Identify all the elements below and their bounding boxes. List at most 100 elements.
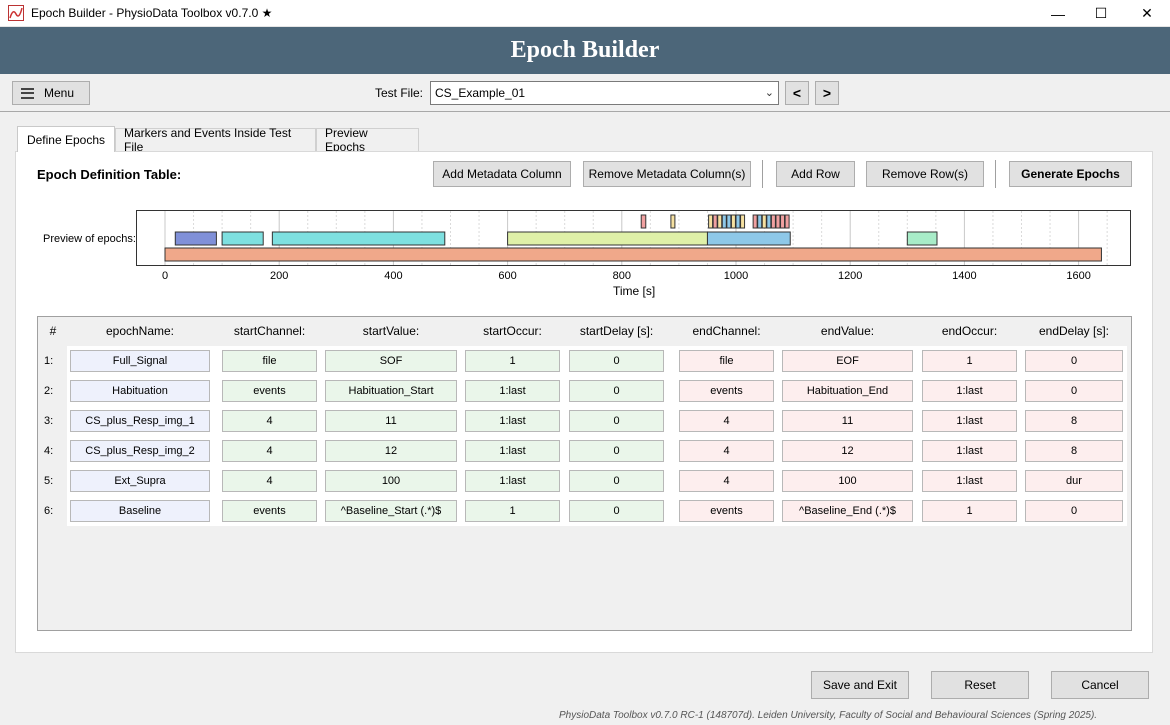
end-delay-cell[interactable]: 8 (1025, 410, 1123, 432)
test-file-value: CS_Example_01 (435, 86, 526, 100)
row-number: 3: (44, 415, 54, 427)
start-occur-cell[interactable]: 1:last (465, 440, 560, 462)
start-delay-cell[interactable]: 0 (569, 440, 664, 462)
start-channel-cell[interactable]: file (222, 350, 317, 372)
end-delay-cell[interactable]: 0 (1025, 500, 1123, 522)
start-channel-cell[interactable]: 4 (222, 410, 317, 432)
row-number: 2: (44, 385, 54, 397)
end-delay-header: endDelay [s]: (1038, 324, 1110, 338)
end-occur-cell[interactable]: 1 (922, 500, 1017, 522)
epoch-bar-cs-plus-resp-img-2 (670, 214, 676, 229)
end-value-cell[interactable]: 12 (782, 440, 913, 462)
end-channel-cell[interactable]: file (679, 350, 774, 372)
tab-markers-and-events[interactable]: Markers and Events Inside Test File (115, 126, 316, 154)
x-axis-title: Time [s] (613, 284, 656, 298)
previous-file-button[interactable]: < (785, 81, 809, 105)
row-number: 5: (44, 475, 54, 487)
start-occur-cell[interactable]: 1:last (465, 410, 560, 432)
epoch-name-cell[interactable]: Ext_Supra (70, 470, 210, 492)
row-number-header: # (49, 324, 57, 338)
end-channel-cell[interactable]: 4 (679, 470, 774, 492)
end-value-cell[interactable]: ^Baseline_End (.*)$ (782, 500, 913, 522)
start-channel-cell[interactable]: 4 (222, 470, 317, 492)
add-metadata-column-button[interactable]: Add Metadata Column (433, 161, 571, 187)
epoch-bar-cs-plus-resp-img-2 (717, 214, 723, 229)
start-value-cell[interactable]: 12 (325, 440, 457, 462)
epoch-name-cell[interactable]: CS_plus_Resp_img_2 (70, 440, 210, 462)
end-delay-cell[interactable]: 8 (1025, 440, 1123, 462)
epoch-bar-habituation (507, 231, 708, 246)
start-delay-cell[interactable]: 0 (569, 350, 664, 372)
end-occur-cell[interactable]: 1:last (922, 380, 1017, 402)
start-value-cell[interactable]: 11 (325, 410, 457, 432)
remove-row-button[interactable]: Remove Row(s) (866, 161, 984, 187)
close-window-button[interactable]: ✕ (1141, 5, 1153, 21)
page-title: Epoch Builder (510, 37, 660, 63)
start-value-cell[interactable]: ^Baseline_Start (.*)$ (325, 500, 457, 522)
next-file-button[interactable]: > (815, 81, 839, 105)
start-channel-cell[interactable]: 4 (222, 440, 317, 462)
start-occur-cell[interactable]: 1:last (465, 380, 560, 402)
end-channel-cell[interactable]: 4 (679, 410, 774, 432)
end-value-cell[interactable]: EOF (782, 350, 913, 372)
test-file-label: Test File: (375, 86, 424, 100)
end-value-cell[interactable]: 11 (782, 410, 913, 432)
epoch-name-cell[interactable]: Baseline (70, 500, 210, 522)
start-delay-cell[interactable]: 0 (569, 470, 664, 492)
end-occur-header: endOccur: (941, 324, 998, 338)
end-occur-cell[interactable]: 1:last (922, 470, 1017, 492)
start-occur-cell[interactable]: 1:last (465, 470, 560, 492)
epoch-bar-baseline (221, 231, 264, 246)
epoch-definition-table-title: Epoch Definition Table: (37, 167, 182, 182)
end-channel-cell[interactable]: events (679, 500, 774, 522)
minimize-button[interactable]: — (1051, 5, 1065, 22)
row-number: 1: (44, 355, 54, 367)
x-tick-label: 1400 (952, 270, 977, 282)
x-tick-label: 0 (161, 270, 169, 282)
start-delay-cell[interactable]: 0 (569, 380, 664, 402)
reset-button[interactable]: Reset (931, 671, 1029, 699)
epoch-bar-full-signal (164, 247, 1102, 262)
menu-button[interactable]: Menu (12, 81, 90, 105)
end-occur-cell[interactable]: 1 (922, 350, 1017, 372)
end-occur-cell[interactable]: 1:last (922, 410, 1017, 432)
end-channel-cell[interactable]: events (679, 380, 774, 402)
end-delay-cell[interactable]: 0 (1025, 350, 1123, 372)
epoch-bar-cs-plus-resp-img-1 (770, 214, 776, 229)
start-value-cell[interactable]: Habituation_Start (325, 380, 457, 402)
generate-epochs-button[interactable]: Generate Epochs (1009, 161, 1132, 187)
tab-define-epochs[interactable]: Define Epochs (17, 126, 115, 152)
save-and-exit-button[interactable]: Save and Exit (811, 671, 909, 699)
epoch-name-cell[interactable]: Full_Signal (70, 350, 210, 372)
end-channel-cell[interactable]: 4 (679, 440, 774, 462)
start-channel-cell[interactable]: events (222, 380, 317, 402)
end-value-header: endValue: (820, 324, 875, 338)
hamburger-icon (21, 87, 34, 99)
start-channel-cell[interactable]: events (222, 500, 317, 522)
remove-metadata-column-button[interactable]: Remove Metadata Column(s) (583, 161, 751, 187)
epoch-name-cell[interactable]: Habituation (70, 380, 210, 402)
cancel-button[interactable]: Cancel (1051, 671, 1149, 699)
end-occur-cell[interactable]: 1:last (922, 440, 1017, 462)
x-tick-label: 1200 (837, 270, 863, 282)
start-value-cell[interactable]: SOF (325, 350, 457, 372)
x-tick-label: 400 (384, 270, 403, 282)
maximize-button[interactable]: ☐ (1094, 5, 1108, 21)
start-delay-cell[interactable]: 0 (569, 410, 664, 432)
epoch-name-cell[interactable]: CS_plus_Resp_img_1 (70, 410, 210, 432)
start-value-cell[interactable]: 100 (325, 470, 457, 492)
end-value-cell[interactable]: Habituation_End (782, 380, 913, 402)
start-delay-cell[interactable]: 0 (569, 500, 664, 522)
end-delay-cell[interactable]: dur (1025, 470, 1123, 492)
epoch-bar-ext-supra (757, 214, 763, 229)
end-value-cell[interactable]: 100 (782, 470, 913, 492)
epoch-bar-ext-supra (735, 214, 741, 229)
start-occur-cell[interactable]: 1 (465, 500, 560, 522)
row-number: 6: (44, 505, 54, 517)
epoch-bar-cs-plus-resp-img-2 (708, 214, 714, 229)
end-delay-cell[interactable]: 0 (1025, 380, 1123, 402)
test-file-dropdown[interactable]: CS_Example_01 ⌄ (430, 81, 779, 105)
add-row-button[interactable]: Add Row (776, 161, 855, 187)
start-occur-cell[interactable]: 1 (465, 350, 560, 372)
tab-preview-epochs[interactable]: Preview Epochs (316, 126, 419, 154)
